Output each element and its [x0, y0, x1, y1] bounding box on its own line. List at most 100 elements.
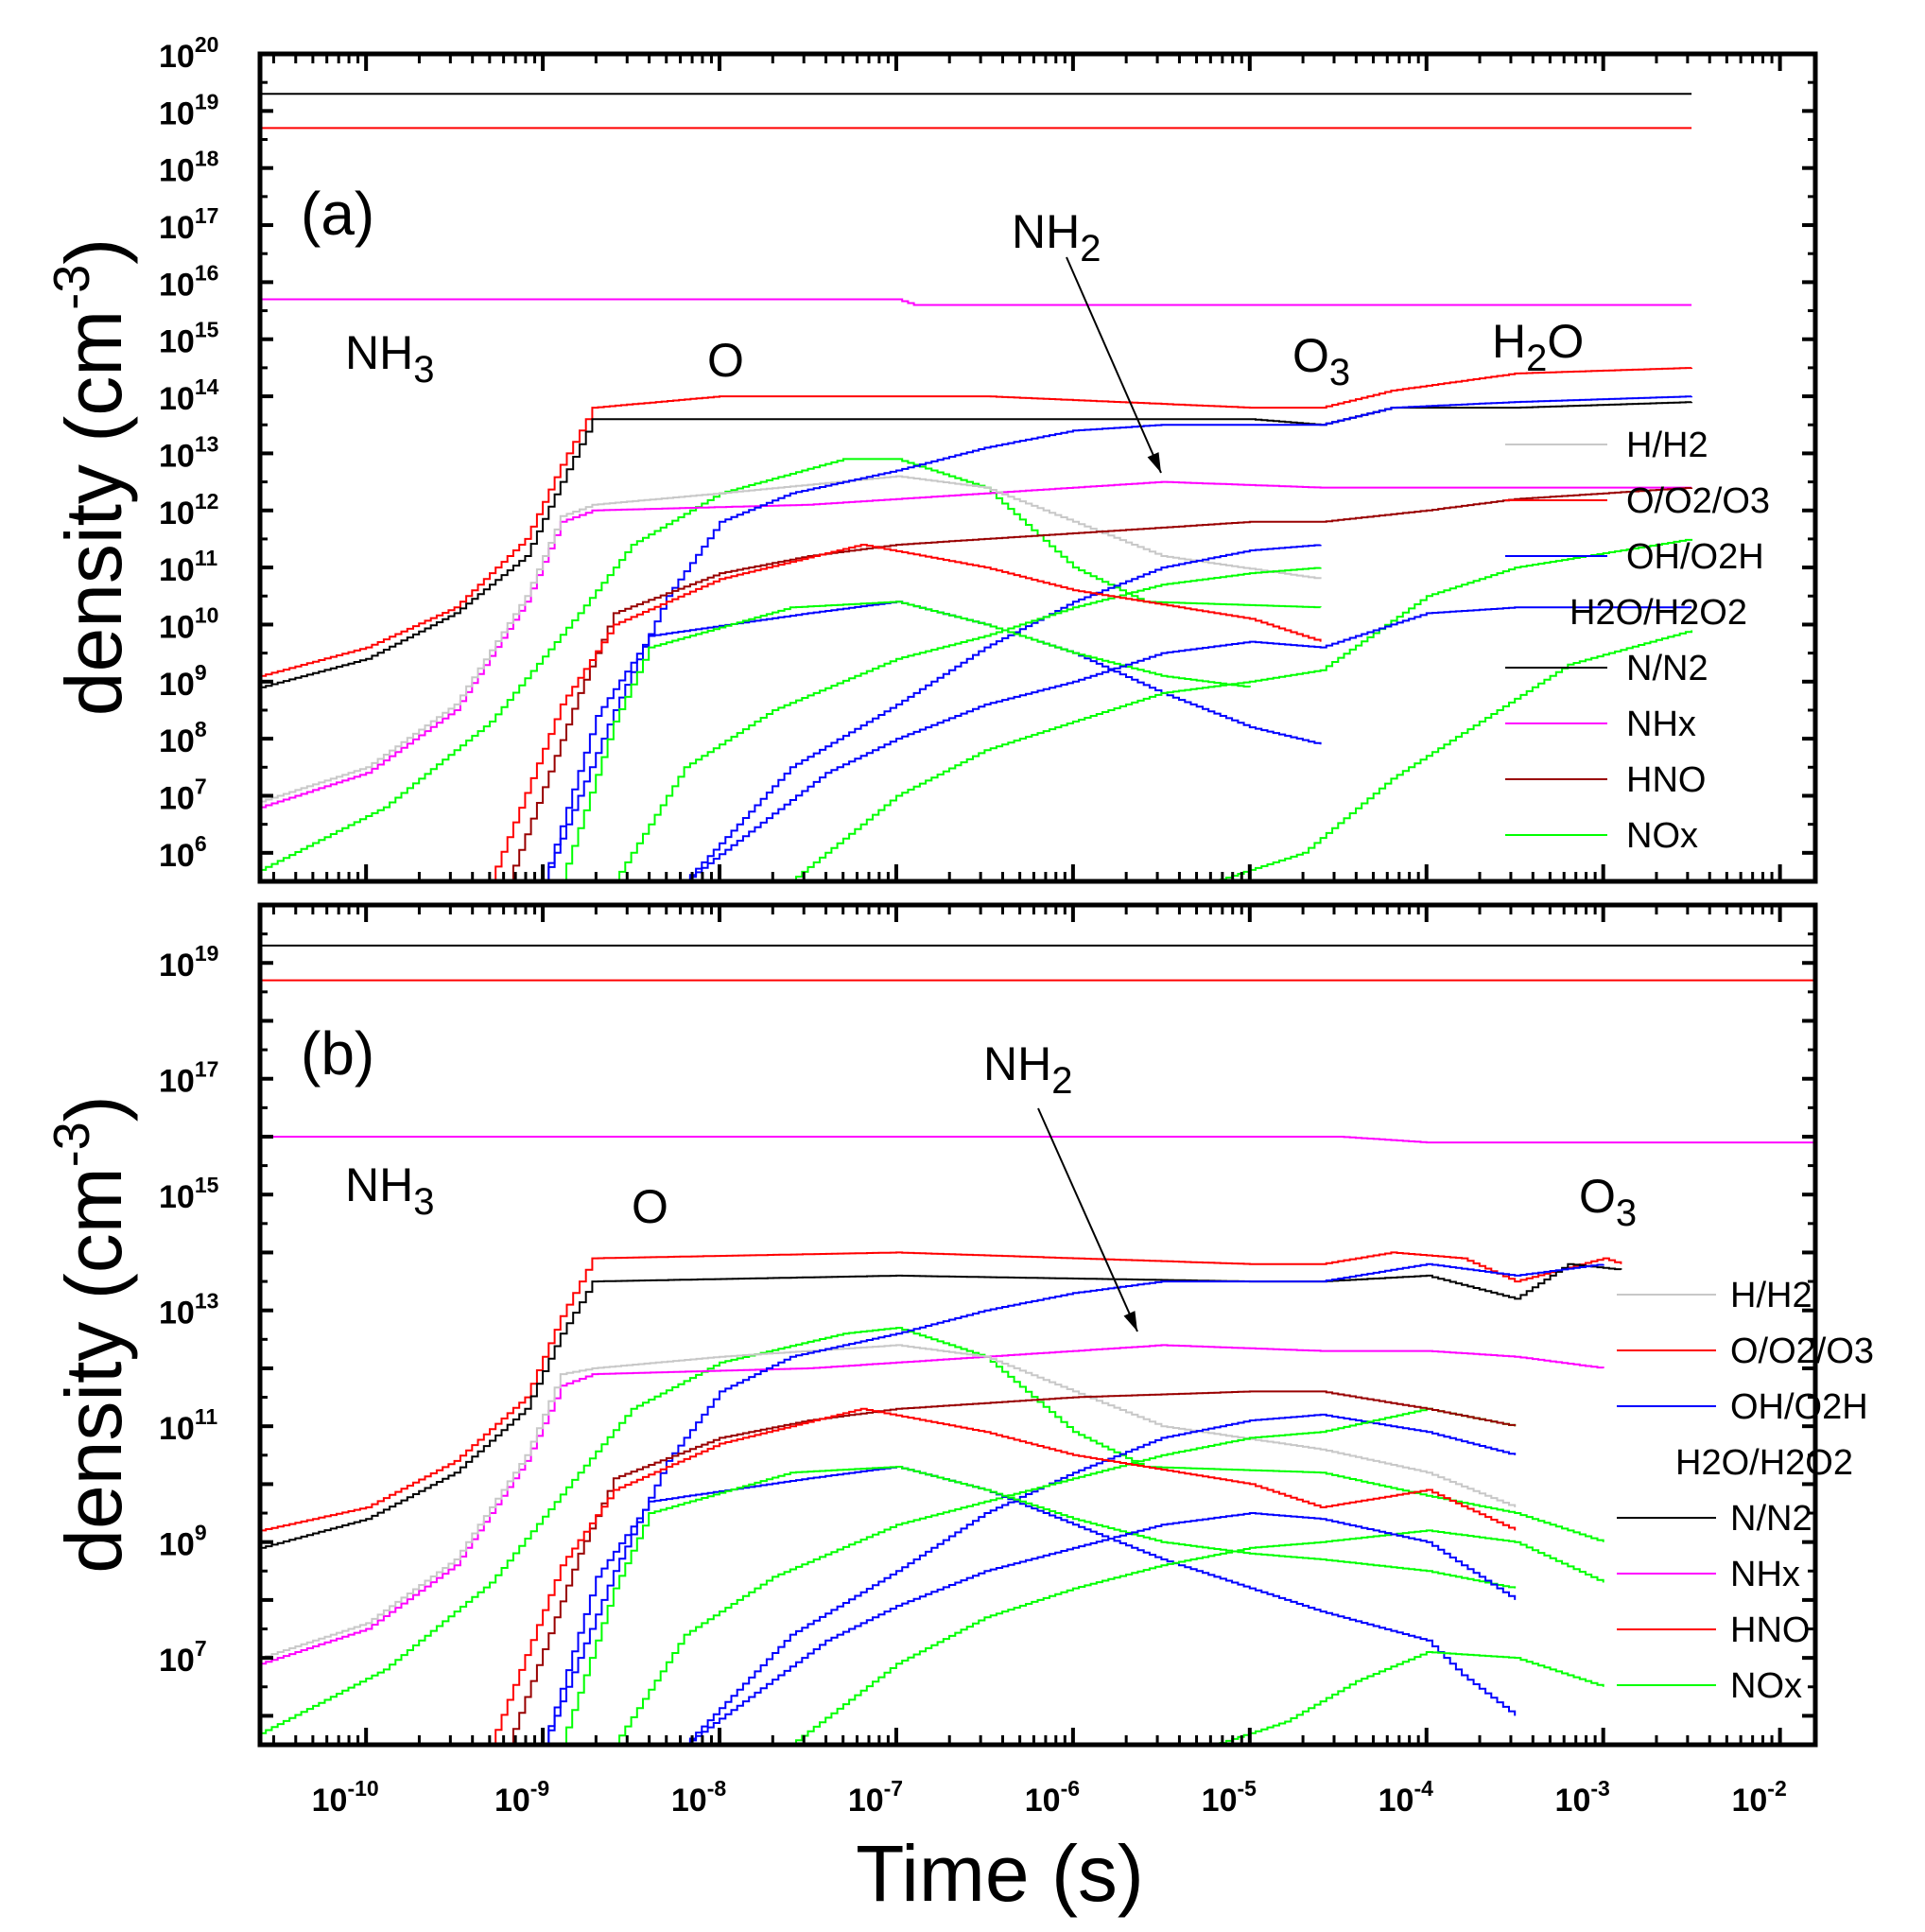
panel-label: (b): [301, 1019, 374, 1088]
y-tick-exponent: 9: [195, 660, 207, 685]
series-line-n2o5: [1214, 630, 1693, 881]
x-tick-exponent: -9: [530, 1776, 549, 1801]
y-tick-label: 1020: [159, 32, 218, 75]
x-tick-exponent: -8: [707, 1776, 727, 1801]
y-tick-exponent: 18: [195, 147, 219, 171]
x-tick-label: 10-3: [1555, 1776, 1610, 1819]
x-tick-label: 10-7: [848, 1776, 903, 1819]
axes-layer: [257, 51, 1818, 1748]
series-line-o3: [490, 544, 1322, 881]
y-tick-exponent: 15: [195, 318, 219, 342]
series-line-n2o5: [1214, 1651, 1604, 1745]
nh2-arrow-line: [1066, 256, 1162, 474]
species-annotation-text: H: [1492, 315, 1526, 368]
y-tick-label: 1017: [159, 203, 218, 246]
legend-label: N/N2: [1730, 1499, 1812, 1539]
series-line-h2o2: [684, 1512, 1517, 1745]
species-annotation-text: O: [1579, 1170, 1616, 1223]
y-axis-title: density (cm-3): [43, 1095, 138, 1573]
series-line-no3: [789, 538, 1693, 881]
panel-label-text: (b): [301, 1019, 374, 1088]
series-line-h2o: [543, 1466, 1517, 1745]
legend-label: N/N2: [1626, 649, 1708, 688]
y-tick-exponent: 7: [195, 774, 207, 798]
legend-label: NOx: [1626, 816, 1698, 856]
species-annotation: O: [632, 1180, 668, 1233]
x-tick-label: 10-2: [1731, 1776, 1786, 1819]
y-tick-label: 1019: [159, 89, 218, 131]
y-tick-label: 1013: [159, 431, 218, 474]
species-annotation: O: [707, 334, 744, 387]
x-tick-label: 10-6: [1025, 1776, 1080, 1819]
species-annotation-text: NH: [345, 326, 413, 379]
y-tick-label: 108: [159, 717, 207, 759]
y-tick-exponent: 9: [195, 1521, 207, 1545]
y-tick-label: 1015: [159, 318, 219, 360]
x-tick-exponent: -3: [1590, 1776, 1609, 1801]
legend-label: NHx: [1730, 1555, 1800, 1594]
x-tick-label: 10-4: [1379, 1776, 1433, 1819]
y-tick-exponent: 12: [195, 489, 219, 513]
legend-label: O/O2/O3: [1626, 481, 1770, 521]
y-tick-exponent: 14: [195, 374, 219, 399]
y-tick-exponent: 20: [195, 32, 219, 57]
legend-label: O/O2/O3: [1730, 1332, 1874, 1371]
y-tick-exponent: 8: [195, 717, 207, 741]
species-annotation-subscript: 2: [1526, 338, 1547, 379]
series-layer: [260, 93, 1815, 1745]
x-tick-label: 10-8: [671, 1776, 726, 1819]
y-axis-title-text: density (cm: [49, 310, 138, 716]
species-annotation-subscript: 3: [1329, 352, 1350, 393]
series-line-nh3: [260, 1136, 1815, 1144]
y-tick-exponent: 19: [195, 941, 219, 966]
species-annotation-text: O: [707, 334, 744, 387]
x-tick-exponent: -10: [347, 1776, 378, 1801]
x-tick-exponent: -7: [884, 1776, 903, 1801]
series-line-o: [260, 1251, 1622, 1532]
series-line-nh3: [260, 298, 1692, 306]
species-annotation-subscript: 2: [1080, 228, 1101, 270]
y-tick-label: 109: [159, 660, 207, 703]
legend-label: OH/O2H: [1626, 537, 1764, 577]
series-line-nh2: [260, 1344, 1604, 1665]
series-line-n: [260, 1262, 1622, 1549]
y-tick-exponent: 19: [195, 89, 219, 113]
x-tick-exponent: -2: [1767, 1776, 1786, 1801]
species-annotation: O3: [1292, 329, 1350, 393]
series-line-n2o: [560, 600, 1251, 881]
x-tick-exponent: -5: [1238, 1776, 1257, 1801]
species-annotation: NH2: [1012, 205, 1101, 270]
y-tick-exponent: 11: [195, 546, 218, 570]
x-tick-exponent: -4: [1413, 1776, 1433, 1801]
species-annotation-text: NH: [345, 1158, 413, 1211]
series-line-n: [260, 401, 1693, 688]
legend-label: HNO: [1730, 1610, 1810, 1650]
y-axis-title-text: density (cm: [49, 1167, 138, 1573]
y-tick-exponent: 16: [195, 260, 219, 285]
x-tick-label: 10-9: [494, 1776, 549, 1819]
y-tick-label: 1012: [159, 489, 218, 531]
legend-label: H2O/H2O2: [1675, 1443, 1853, 1483]
nh2-arrow-head: [1147, 452, 1161, 473]
species-annotation-subscript: 3: [413, 1181, 434, 1223]
y-axis-title-close: ): [49, 238, 138, 265]
y-axis-title-exponent: -3: [43, 1122, 100, 1167]
legend-label: H/H2: [1626, 426, 1708, 465]
species-annotation-text: O: [1292, 329, 1329, 382]
series-line-oh: [543, 395, 1693, 881]
x-axis-title: Time (s): [856, 1829, 1144, 1918]
y-tick-label: 1011: [159, 546, 217, 588]
y-tick-exponent: 11: [195, 1404, 218, 1429]
y-tick-label: 109: [159, 1521, 207, 1563]
series-line-oh: [543, 1262, 1604, 1745]
panel-label: (a): [301, 180, 374, 248]
legend-label: NHx: [1626, 705, 1696, 744]
text-layer: 1061071081091010101110121013101410151016…: [43, 32, 1874, 1918]
legend-label: HNO: [1626, 760, 1706, 800]
y-axis-title-exponent: -3: [43, 265, 100, 310]
series-line-no2: [613, 1407, 1517, 1745]
series-line-nh2: [260, 480, 1692, 809]
nh2-arrow-head: [1123, 1311, 1137, 1332]
legend-label: NOx: [1730, 1666, 1802, 1706]
